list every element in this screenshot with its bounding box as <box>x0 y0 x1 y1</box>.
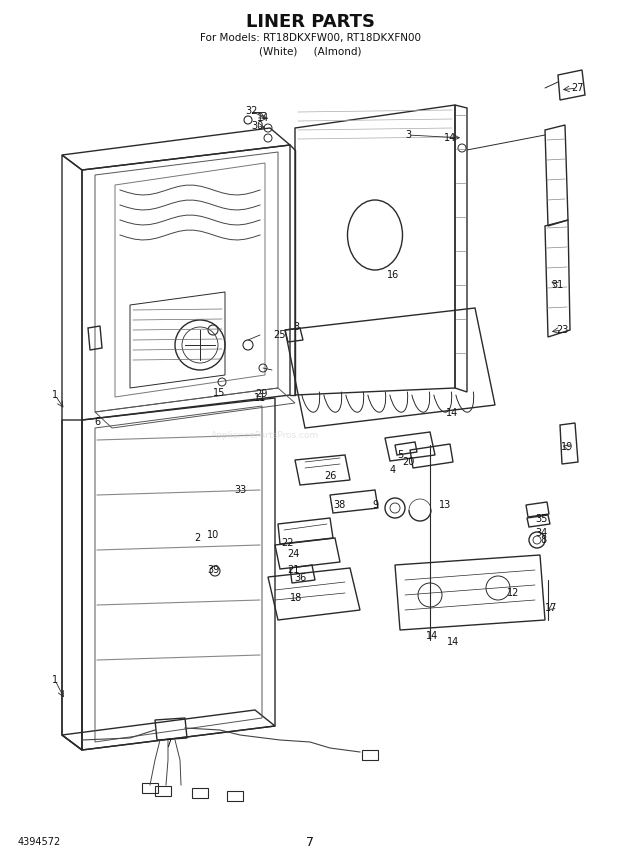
Text: 7: 7 <box>165 739 171 749</box>
Text: 4394572: 4394572 <box>18 837 61 847</box>
Text: 21: 21 <box>287 565 299 575</box>
Text: 6: 6 <box>94 417 100 427</box>
Text: 27: 27 <box>571 83 583 93</box>
Text: 14: 14 <box>426 631 438 641</box>
Text: 15: 15 <box>213 388 225 398</box>
Text: 4: 4 <box>390 465 396 475</box>
Text: 32: 32 <box>246 106 258 116</box>
Text: For Models: RT18DKXFW00, RT18DKXFN00: For Models: RT18DKXFW00, RT18DKXFN00 <box>200 33 420 43</box>
Text: 9: 9 <box>372 500 378 510</box>
Text: 26: 26 <box>324 471 336 481</box>
Text: (White)     (Almond): (White) (Almond) <box>259 46 361 56</box>
Text: 14: 14 <box>446 408 458 418</box>
Text: 11: 11 <box>254 393 266 403</box>
Text: 3: 3 <box>405 130 411 140</box>
Text: 13: 13 <box>439 500 451 510</box>
Text: AppliancePartsPros.com: AppliancePartsPros.com <box>211 431 319 439</box>
Text: 14: 14 <box>257 113 269 123</box>
Text: 24: 24 <box>287 549 299 559</box>
Text: 7: 7 <box>306 835 314 848</box>
Text: 17: 17 <box>545 603 557 613</box>
Text: 25: 25 <box>274 330 286 340</box>
Text: 23: 23 <box>556 325 568 335</box>
Text: 22: 22 <box>281 538 293 548</box>
Text: 38: 38 <box>333 500 345 510</box>
Text: 8: 8 <box>540 535 546 545</box>
Text: 31: 31 <box>551 280 563 290</box>
Text: 34: 34 <box>535 528 547 538</box>
Text: 18: 18 <box>290 593 302 603</box>
Text: 3: 3 <box>293 322 299 332</box>
Text: 12: 12 <box>507 588 519 598</box>
Text: 14: 14 <box>444 133 456 143</box>
Text: 5: 5 <box>397 450 403 460</box>
Text: 36: 36 <box>294 573 306 583</box>
Text: 29: 29 <box>255 389 267 399</box>
Text: 35: 35 <box>535 514 547 524</box>
Text: 2: 2 <box>194 533 200 543</box>
Text: 39: 39 <box>207 565 219 575</box>
Text: LINER PARTS: LINER PARTS <box>246 13 374 31</box>
Text: 1: 1 <box>52 675 58 685</box>
Text: 16: 16 <box>387 270 399 280</box>
Text: 10: 10 <box>207 530 219 540</box>
Text: 20: 20 <box>402 457 414 467</box>
Text: 33: 33 <box>234 485 246 495</box>
Text: 19: 19 <box>561 442 573 452</box>
Text: 30: 30 <box>251 121 263 131</box>
Text: 14: 14 <box>447 637 459 647</box>
Text: 1: 1 <box>52 390 58 400</box>
